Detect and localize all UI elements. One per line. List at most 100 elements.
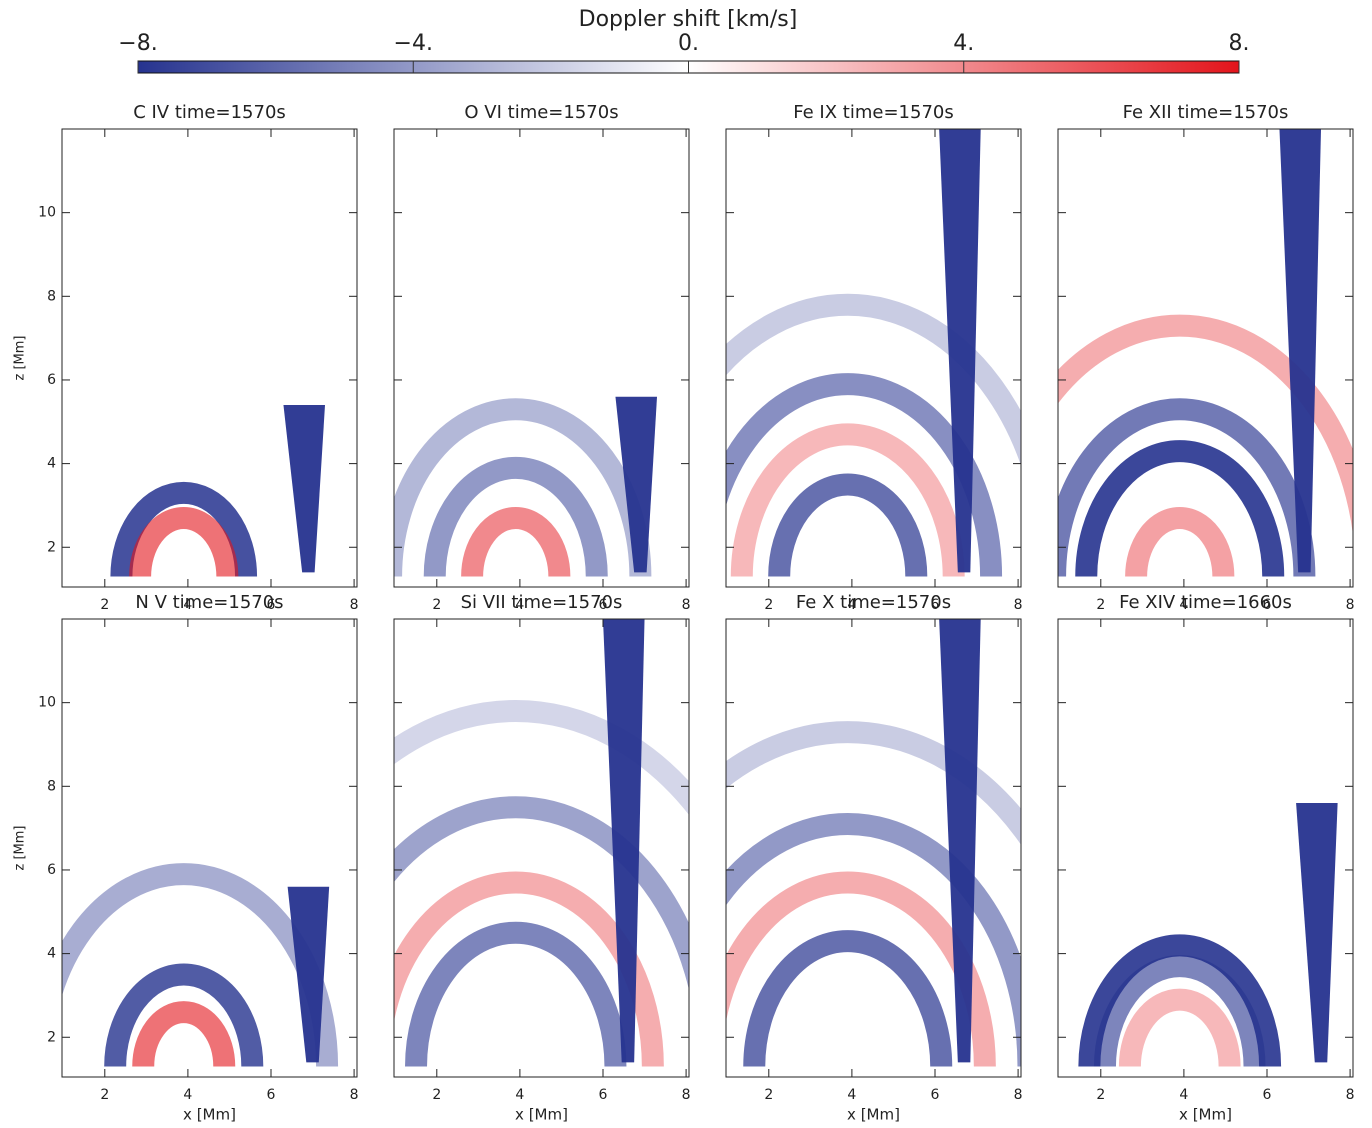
flux-loop (726, 721, 1021, 845)
colorbar-tick-label: 8. (1229, 31, 1250, 56)
x-tick-label: 4 (515, 597, 524, 613)
panel: Fe IX time=1570s 2 4 6 8 (725, 102, 1023, 613)
flux-loop (423, 456, 608, 577)
flux-loop (394, 796, 689, 990)
y-tick-label: 4 (47, 946, 56, 962)
flux-loop (726, 373, 1003, 577)
x-tick-label: 4 (183, 597, 192, 613)
flux-loop (1093, 955, 1266, 1067)
plume (283, 405, 326, 573)
panel: Fe XIV time=1660s 2 4 6 8 x [Mm] (1057, 592, 1355, 1124)
x-tick-label: 4 (1179, 597, 1188, 613)
x-tick-label: 2 (1096, 1087, 1105, 1103)
panel-title: N V time=1570s (135, 592, 283, 613)
x-axis-label: x [Mm] (847, 1106, 900, 1124)
panel-title: O VI time=1570s (464, 102, 618, 123)
flux-loop (394, 700, 689, 816)
x-axis-label: x [Mm] (183, 1106, 236, 1124)
x-tick-label: 4 (515, 1087, 524, 1103)
x-axis-label: x [Mm] (515, 1106, 568, 1124)
x-tick-label: 4 (183, 1087, 192, 1103)
x-tick-label: 8 (1346, 1087, 1355, 1103)
y-tick-label: 10 (38, 205, 56, 221)
x-tick-label: 2 (1096, 597, 1105, 613)
plume (1296, 803, 1338, 1063)
x-tick-label: 2 (764, 597, 773, 613)
x-tick-label: 8 (1014, 597, 1023, 613)
flux-loop (768, 473, 928, 577)
plume (939, 619, 981, 1063)
colorbar-tick-label: −4. (394, 31, 433, 56)
y-tick-label: 2 (47, 1029, 56, 1045)
flux-loop (726, 813, 1021, 1067)
doppler-map (110, 405, 326, 577)
y-tick-label: 10 (38, 695, 56, 711)
x-tick-label: 2 (764, 1087, 773, 1103)
x-tick-label: 6 (599, 597, 608, 613)
x-tick-label: 2 (432, 597, 441, 613)
flux-loop (1078, 934, 1282, 1067)
panel-frame (1057, 618, 1354, 1078)
panel-frame (1057, 128, 1354, 588)
panel: Si VII time=1570s 2 4 6 8 x [Mm] (393, 592, 691, 1124)
panel-title: C IV time=1570s (133, 102, 286, 123)
plume (939, 129, 981, 573)
x-tick-label: 6 (267, 1087, 276, 1103)
plume (602, 619, 645, 1063)
doppler-map (394, 619, 689, 1067)
x-tick-label: 6 (1263, 1087, 1272, 1103)
x-tick-label: 4 (1179, 1087, 1188, 1103)
panel: C IV time=1570s 2 4 6 8 2 4 6 8 10 z [Mm] (13, 102, 359, 613)
x-tick-label: 6 (267, 597, 276, 613)
y-tick-label: 2 (47, 539, 56, 555)
x-tick-label: 6 (599, 1087, 608, 1103)
flux-loop (104, 963, 264, 1067)
flux-loop (743, 930, 953, 1067)
panel-frame (393, 618, 690, 1078)
colorbar-title: Doppler shift [km/s] (579, 7, 798, 32)
flux-loop (129, 507, 239, 577)
flux-loop (1058, 315, 1353, 536)
flux-loop (110, 481, 258, 577)
y-tick-label: 8 (47, 778, 56, 794)
panel-frame (61, 618, 358, 1078)
x-tick-label: 8 (350, 1087, 359, 1103)
colorbar-tick-label: 0. (678, 31, 699, 56)
x-tick-label: 8 (682, 597, 691, 613)
y-tick-label: 4 (47, 456, 56, 472)
y-axis-label: z [Mm] (13, 336, 28, 381)
x-tick-label: 4 (847, 597, 856, 613)
plume (615, 396, 658, 573)
panel-title: Fe XII time=1570s (1123, 102, 1289, 123)
panel-title: Fe X time=1570s (796, 592, 951, 613)
flux-loop (394, 398, 652, 577)
flux-loop (1125, 507, 1235, 577)
flux-loop (405, 921, 627, 1067)
flux-loop (1118, 988, 1241, 1067)
x-tick-label: 8 (1014, 1087, 1023, 1103)
panel: Fe X time=1570s 2 4 6 8 x [Mm] (725, 592, 1023, 1124)
x-tick-label: 8 (1346, 597, 1355, 613)
x-tick-label: 6 (931, 1087, 940, 1103)
panel-frame (61, 128, 358, 588)
colorbar-tick-label: 4. (953, 31, 974, 56)
plume (287, 886, 330, 1063)
doppler-map (1078, 803, 1338, 1067)
x-tick-label: 6 (1263, 597, 1272, 613)
doppler-map (394, 396, 658, 577)
doppler-map (726, 619, 1021, 1067)
panel: Fe XII time=1570s 2 4 6 8 (1057, 102, 1355, 613)
x-tick-label: 2 (100, 597, 109, 613)
y-tick-label: 6 (47, 372, 56, 388)
doppler-map (62, 863, 339, 1067)
panel-frame (393, 128, 690, 588)
x-tick-label: 4 (847, 1087, 856, 1103)
panel-title: Si VII time=1570s (461, 592, 623, 613)
x-tick-label: 2 (100, 1087, 109, 1103)
x-tick-label: 8 (682, 1087, 691, 1103)
flux-loop (1075, 440, 1285, 577)
x-tick-label: 6 (931, 597, 940, 613)
panel-title: Fe XIV time=1660s (1119, 592, 1292, 613)
flux-loop (132, 1001, 236, 1067)
